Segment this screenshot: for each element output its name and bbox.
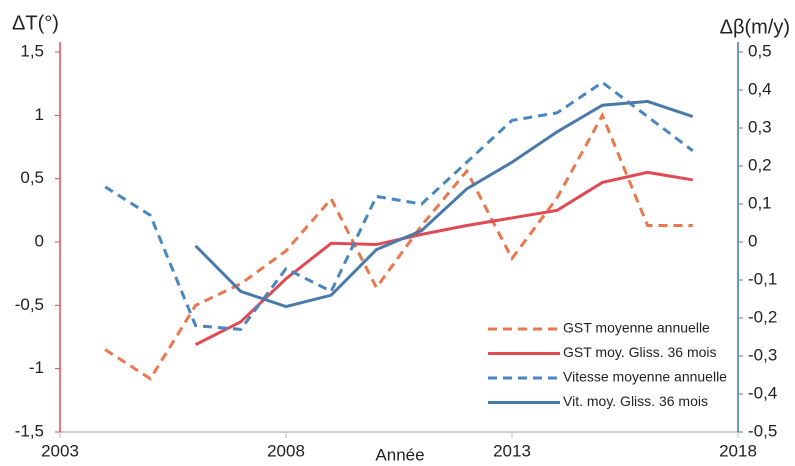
y2-tick-label: 0 [748, 231, 757, 250]
x-tick-label: 2018 [719, 441, 757, 460]
y2-tick-label: -0,2 [748, 307, 777, 326]
y2-axis-title: Δβ(m/y) [720, 16, 790, 38]
y2-tick-label: 0,3 [748, 117, 772, 136]
y-tick-label: 0,5 [20, 168, 44, 187]
y-axis-title: ΔT(°) [12, 12, 59, 34]
legend-label: GST moyenne annuelle [563, 320, 710, 336]
y2-tick-label: 0,4 [748, 79, 772, 98]
legend-label: GST moy. Gliss. 36 mois [563, 344, 717, 360]
series-line [104, 111, 693, 381]
x-tick-label: 2013 [493, 441, 531, 460]
y2-tick-label: 0,1 [748, 193, 772, 212]
series-line [104, 80, 694, 331]
legend-label: Vit. moy. Gliss. 36 mois [563, 393, 708, 409]
y-tick-label: 0 [35, 231, 44, 250]
y2-tick-label: -0,3 [748, 345, 777, 364]
x-axis-title: Année [375, 445, 424, 464]
y2-tick-label: -0,5 [748, 421, 777, 440]
x-tick-label: 2008 [267, 441, 305, 460]
y-tick-label: -1 [29, 358, 44, 377]
y-tick-label: 1 [35, 105, 44, 124]
y2-tick-label: 0,2 [748, 155, 772, 174]
y-tick-label: -1,5 [15, 421, 44, 440]
y2-tick-label: -0,1 [748, 269, 777, 288]
y2-tick-label: 0,5 [748, 41, 772, 60]
y2-tick-label: -0,4 [748, 383, 777, 402]
series-line [194, 99, 694, 309]
legend-label: Vitesse moyenne annuelle [563, 369, 727, 385]
y-tick-label: 1,5 [20, 41, 44, 60]
x-tick-label: 2003 [41, 441, 79, 460]
series-line [194, 170, 694, 346]
y-tick-label: -0,5 [15, 295, 44, 314]
